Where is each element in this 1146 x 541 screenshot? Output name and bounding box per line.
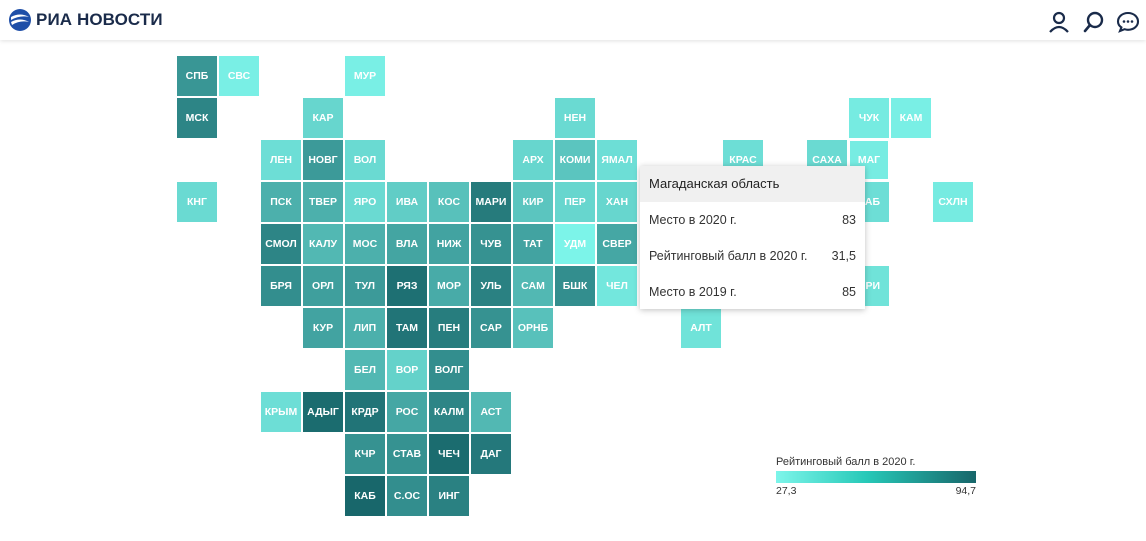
- region-tile[interactable]: ТУЛ: [345, 266, 385, 306]
- region-tile[interactable]: ЯРО: [345, 182, 385, 222]
- tooltip-row-label: Место в 2019 г.: [649, 285, 737, 299]
- region-tooltip: Магаданская область Место в 2020 г. 83 Р…: [640, 166, 865, 309]
- tooltip-row-label: Место в 2020 г.: [649, 213, 737, 227]
- color-legend: Рейтинговый балл в 2020 г. 27,3 94,7: [776, 456, 976, 497]
- region-tile[interactable]: ЧЕЛ: [597, 266, 637, 306]
- region-tile[interactable]: ИВА: [387, 182, 427, 222]
- region-tile[interactable]: ЧУВ: [471, 224, 511, 264]
- region-tile[interactable]: МОР: [429, 266, 469, 306]
- region-tile[interactable]: КАЛМ: [429, 392, 469, 432]
- region-tile[interactable]: МОС: [345, 224, 385, 264]
- legend-min-label: 27,3: [776, 485, 797, 497]
- region-tile[interactable]: МАРИ: [471, 182, 511, 222]
- region-tile[interactable]: ЧЕЧ: [429, 434, 469, 474]
- region-tile[interactable]: РЯЗ: [387, 266, 427, 306]
- region-tile[interactable]: КАМ: [891, 98, 931, 138]
- region-tile[interactable]: ДАГ: [471, 434, 511, 474]
- region-tile[interactable]: ТАТ: [513, 224, 553, 264]
- region-tile[interactable]: КАЛУ: [303, 224, 343, 264]
- region-tile[interactable]: КИР: [513, 182, 553, 222]
- region-tile[interactable]: АРХ: [513, 140, 553, 180]
- tooltip-row: Рейтинговый балл в 2020 г. 31,5: [640, 238, 865, 274]
- legend-max-label: 94,7: [955, 485, 976, 497]
- region-tile[interactable]: САР: [471, 308, 511, 348]
- region-tile[interactable]: С.ОС: [387, 476, 427, 516]
- region-tile[interactable]: МУР: [345, 56, 385, 96]
- region-tile[interactable]: ВОЛГ: [429, 350, 469, 390]
- region-tile[interactable]: УЛЬ: [471, 266, 511, 306]
- tooltip-row-value: 31,5: [831, 249, 856, 263]
- region-tile[interactable]: ИНГ: [429, 476, 469, 516]
- region-tile[interactable]: СМОЛ: [261, 224, 301, 264]
- region-tile[interactable]: ПСК: [261, 182, 301, 222]
- region-tile[interactable]: БШК: [555, 266, 595, 306]
- region-tile[interactable]: РОС: [387, 392, 427, 432]
- region-tile[interactable]: ОРНБ: [513, 308, 553, 348]
- region-tile[interactable]: КАР: [303, 98, 343, 138]
- region-tile[interactable]: ПЕН: [429, 308, 469, 348]
- region-tile[interactable]: ЛИП: [345, 308, 385, 348]
- region-tile[interactable]: СВЕР: [597, 224, 637, 264]
- ria-globe-icon: [9, 9, 31, 31]
- region-tile[interactable]: КОМИ: [555, 140, 595, 180]
- region-tile[interactable]: НЕН: [555, 98, 595, 138]
- region-tile[interactable]: ТАМ: [387, 308, 427, 348]
- region-tile[interactable]: НОВГ: [303, 140, 343, 180]
- region-tile[interactable]: ОРЛ: [303, 266, 343, 306]
- region-tile[interactable]: КРЫМ: [261, 392, 301, 432]
- region-tile[interactable]: ВОР: [387, 350, 427, 390]
- search-icon[interactable]: [1082, 10, 1106, 34]
- region-tile[interactable]: КРДР: [345, 392, 385, 432]
- region-tile[interactable]: СВС: [219, 56, 259, 96]
- region-tile[interactable]: БРЯ: [261, 266, 301, 306]
- site-header: РИА НОВОСТИ: [0, 0, 1146, 40]
- region-tile[interactable]: ВЛА: [387, 224, 427, 264]
- ria-logo[interactable]: РИА НОВОСТИ: [8, 8, 163, 32]
- region-tile[interactable]: КНГ: [177, 182, 217, 222]
- region-tile[interactable]: НИЖ: [429, 224, 469, 264]
- region-tile[interactable]: БЕЛ: [345, 350, 385, 390]
- tooltip-row: Место в 2019 г. 85: [640, 274, 865, 310]
- legend-title: Рейтинговый балл в 2020 г.: [776, 456, 916, 468]
- region-tile[interactable]: ХАН: [597, 182, 637, 222]
- region-tile[interactable]: КОС: [429, 182, 469, 222]
- region-tile[interactable]: УДМ: [555, 224, 595, 264]
- region-tile[interactable]: САМ: [513, 266, 553, 306]
- user-icon[interactable]: [1047, 10, 1071, 34]
- region-tile[interactable]: КУР: [303, 308, 343, 348]
- region-tile[interactable]: ВОЛ: [345, 140, 385, 180]
- region-tile[interactable]: ПЕР: [555, 182, 595, 222]
- brand-name: РИА НОВОСТИ: [36, 10, 163, 29]
- region-tile[interactable]: СПБ: [177, 56, 217, 96]
- tooltip-row-value: 83: [842, 213, 856, 227]
- region-tile[interactable]: КЧР: [345, 434, 385, 474]
- tooltip-row-label: Рейтинговый балл в 2020 г.: [649, 249, 808, 263]
- region-tile[interactable]: СХЛН: [933, 182, 973, 222]
- region-tile[interactable]: ЯМАЛ: [597, 140, 637, 180]
- tooltip-title: Магаданская область: [640, 166, 865, 202]
- tooltip-row: Место в 2020 г. 83: [640, 202, 865, 238]
- region-tile[interactable]: АСТ: [471, 392, 511, 432]
- region-tile[interactable]: ЛЕН: [261, 140, 301, 180]
- legend-gradient-bar: [776, 471, 976, 483]
- region-tile[interactable]: АДЫГ: [303, 392, 343, 432]
- chat-icon[interactable]: [1116, 10, 1140, 34]
- legend-labels: 27,3 94,7: [776, 485, 976, 497]
- region-tile[interactable]: СТАВ: [387, 434, 427, 474]
- tooltip-row-value: 85: [842, 285, 856, 299]
- region-tile[interactable]: ЧУК: [849, 98, 889, 138]
- region-tile[interactable]: АЛТ: [681, 308, 721, 348]
- region-tile[interactable]: ТВЕР: [303, 182, 343, 222]
- region-tile[interactable]: КАБ: [345, 476, 385, 516]
- region-tile[interactable]: МСК: [177, 98, 217, 138]
